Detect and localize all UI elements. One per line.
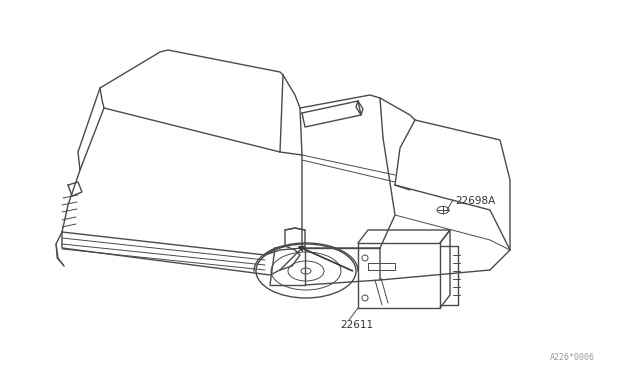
Text: 22698A: 22698A [455,196,495,206]
Text: A226*0006: A226*0006 [550,353,595,362]
Text: 22611: 22611 [340,320,373,330]
